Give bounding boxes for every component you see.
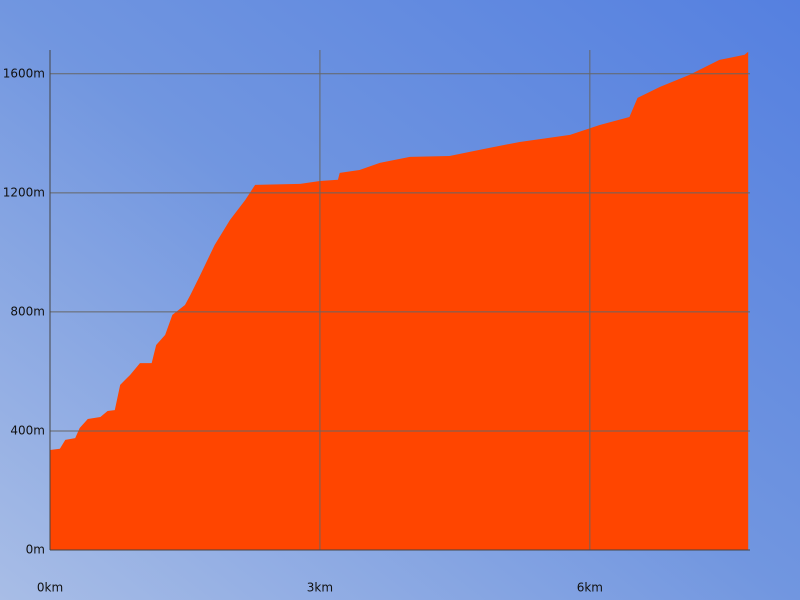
x-tick-label: 6km: [577, 581, 603, 595]
x-tick-label: 0km: [37, 581, 63, 595]
x-tick-label: 3km: [307, 581, 333, 595]
y-tick-label: 800m: [10, 304, 45, 318]
y-tick-label: 0m: [26, 543, 45, 557]
area: [50, 51, 749, 551]
y-tick-label: 1600m: [3, 66, 45, 80]
y-tick-label: 1200m: [3, 185, 45, 199]
y-tick-label: 400m: [10, 423, 45, 437]
